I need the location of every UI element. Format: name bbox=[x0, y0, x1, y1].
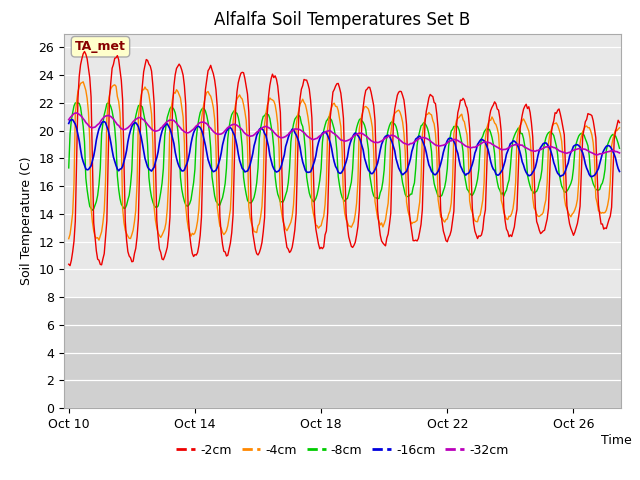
Bar bbox=[64, 297, 621, 408]
-32cm bbox=[73, 110, 81, 116]
-8cm bbox=[340, 197, 348, 203]
-4cm bbox=[65, 236, 72, 241]
-2cm bbox=[595, 202, 602, 208]
Y-axis label: Soil Temperature (C): Soil Temperature (C) bbox=[20, 156, 33, 285]
Line: -8cm: -8cm bbox=[68, 103, 620, 210]
-16cm bbox=[250, 143, 258, 149]
-16cm bbox=[616, 168, 623, 174]
-16cm bbox=[84, 167, 92, 172]
-16cm bbox=[588, 174, 596, 180]
-8cm bbox=[84, 196, 92, 202]
-32cm bbox=[616, 150, 623, 156]
Line: -4cm: -4cm bbox=[68, 82, 620, 240]
-4cm bbox=[79, 79, 87, 84]
-8cm bbox=[314, 192, 321, 197]
-32cm bbox=[250, 132, 258, 138]
-2cm bbox=[616, 120, 623, 125]
-16cm bbox=[520, 162, 527, 168]
-8cm bbox=[616, 145, 623, 151]
-8cm bbox=[65, 165, 72, 171]
Line: -16cm: -16cm bbox=[68, 120, 620, 177]
-2cm bbox=[65, 261, 72, 267]
-4cm bbox=[616, 125, 623, 131]
-2cm bbox=[66, 263, 74, 268]
-2cm bbox=[252, 246, 259, 252]
-32cm bbox=[84, 122, 92, 128]
Legend: -2cm, -4cm, -8cm, -16cm, -32cm: -2cm, -4cm, -8cm, -16cm, -32cm bbox=[172, 439, 513, 462]
-2cm bbox=[314, 234, 321, 240]
-16cm bbox=[312, 153, 320, 158]
-8cm bbox=[72, 100, 79, 106]
-4cm bbox=[252, 229, 259, 235]
-32cm bbox=[520, 144, 527, 149]
-8cm bbox=[252, 189, 259, 194]
-16cm bbox=[595, 166, 602, 171]
Line: -2cm: -2cm bbox=[68, 51, 620, 265]
-32cm bbox=[593, 152, 601, 158]
-8cm bbox=[88, 207, 96, 213]
X-axis label: Time: Time bbox=[601, 433, 632, 446]
Line: -32cm: -32cm bbox=[68, 113, 620, 155]
-32cm bbox=[339, 137, 346, 143]
-4cm bbox=[521, 119, 529, 124]
-4cm bbox=[314, 223, 321, 228]
-32cm bbox=[65, 117, 72, 122]
-2cm bbox=[340, 116, 348, 121]
-16cm bbox=[69, 117, 77, 122]
Title: Alfalfa Soil Temperatures Set B: Alfalfa Soil Temperatures Set B bbox=[214, 11, 470, 29]
-32cm bbox=[312, 136, 320, 142]
-2cm bbox=[521, 103, 529, 109]
-2cm bbox=[81, 48, 88, 54]
-4cm bbox=[95, 237, 103, 243]
-4cm bbox=[84, 109, 92, 115]
-2cm bbox=[86, 75, 93, 81]
-4cm bbox=[595, 208, 602, 214]
-8cm bbox=[595, 187, 602, 193]
-8cm bbox=[521, 143, 529, 149]
Text: TA_met: TA_met bbox=[75, 40, 126, 53]
-16cm bbox=[65, 120, 72, 126]
-4cm bbox=[340, 198, 348, 204]
-16cm bbox=[339, 169, 346, 175]
-32cm bbox=[595, 152, 602, 157]
